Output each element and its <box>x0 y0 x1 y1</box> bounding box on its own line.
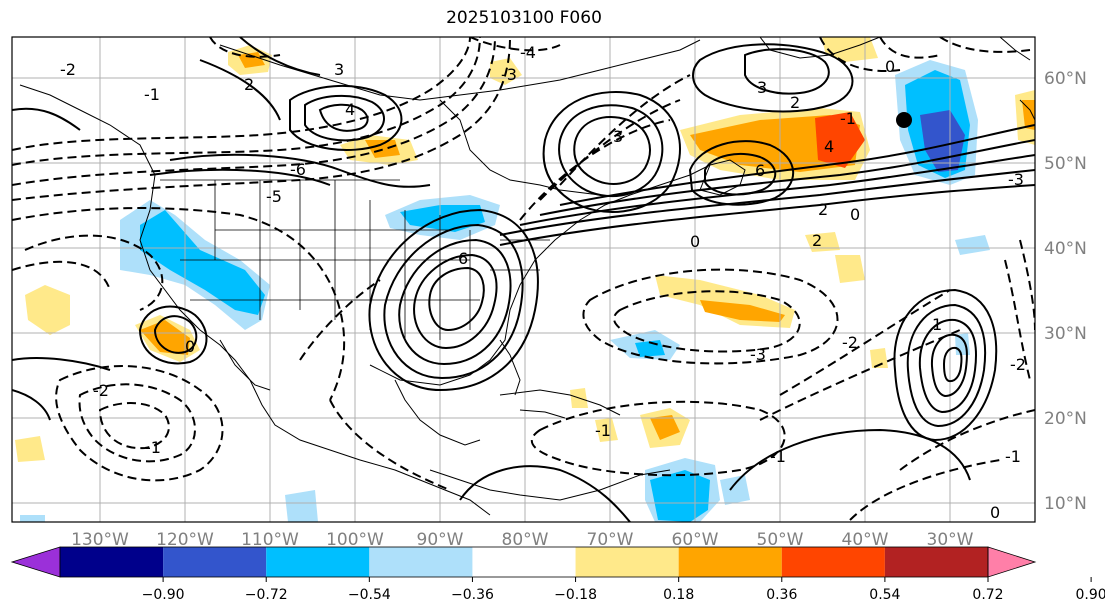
colorbar-tick-label: −0.36 <box>451 587 494 603</box>
contour-label: 6 <box>458 249 468 268</box>
gridlines <box>12 37 1035 522</box>
lon-label: 50°W <box>757 530 804 550</box>
contour-label: -2 <box>842 333 858 352</box>
contour-label: 3 <box>613 127 623 146</box>
contour-label: -2 <box>60 60 76 79</box>
contour-label: 2 <box>790 93 800 112</box>
colorbar-box <box>163 547 267 577</box>
colorbar-tick-label: 0.90 <box>1076 587 1105 603</box>
colorbar-box <box>266 547 370 577</box>
lon-label: 60°W <box>672 530 719 550</box>
colorbar-tick-label: −0.72 <box>245 587 288 603</box>
contour-label: -2 <box>93 381 109 400</box>
contour-label: 3 <box>334 60 344 79</box>
contour-label: 0 <box>885 57 895 76</box>
colorbar-extend-low <box>10 546 61 578</box>
dashed-contours <box>12 37 1035 521</box>
lon-label: 90°W <box>417 530 464 550</box>
solid-contours <box>12 37 1035 522</box>
map-frame <box>11 36 1036 523</box>
contour-label: 4 <box>345 100 355 119</box>
lon-label: 40°W <box>842 530 889 550</box>
colorbar-frame <box>59 546 989 578</box>
lat-label: 10°N <box>1044 494 1087 514</box>
colorbar-extend-high <box>987 546 1037 578</box>
colorbar: −0.90 −0.72 −0.54 −0.36 −0.18 0.18 0.36 0.54 0.7… <box>10 546 1105 603</box>
contour-label: 2 <box>818 200 828 219</box>
storm-center-marker <box>896 112 912 128</box>
colorbar-box <box>678 547 782 577</box>
contour-label: 2 <box>812 231 822 250</box>
map-area: 2 3 4 -3 -4 -2 -1 0 6 -6 3 4 2 -5 -1 -2 … <box>12 37 1035 522</box>
contour-label: -4 <box>520 43 536 62</box>
lon-label: 120°W <box>156 530 214 550</box>
colorbar-tick-label: −0.54 <box>348 587 391 603</box>
lon-label: 30°W <box>927 530 974 550</box>
map-title: 2025103100 F060 <box>446 8 602 28</box>
lat-label: 30°N <box>1044 324 1087 344</box>
contour-label: -1 <box>145 438 161 457</box>
contour-label: 0 <box>690 232 700 251</box>
colorbar-tick-label: 0.54 <box>869 587 900 603</box>
contour-label: 6 <box>755 161 765 180</box>
contour-label: 4 <box>824 137 834 156</box>
contour-label: -3 <box>1008 170 1024 189</box>
contour-label: -1 <box>144 85 160 104</box>
contour-label: -5 <box>266 187 282 206</box>
colorbar-tick-label: 0.72 <box>972 587 1003 603</box>
colorbar-tick-label: 0.18 <box>663 587 694 603</box>
contour-label: -1 <box>840 109 856 128</box>
latitude-labels: 60°N 50°N 40°N 30°N 20°N 10°N <box>1044 69 1087 514</box>
colorbar-box <box>369 547 473 577</box>
lon-label: 130°W <box>71 530 129 550</box>
colorbar-tick-label: −0.18 <box>554 587 597 603</box>
lon-label: 80°W <box>502 530 549 550</box>
colorbar-box <box>884 547 988 577</box>
longitude-labels: 130°W 120°W 110°W 100°W 90°W 80°W 70°W 6… <box>71 530 974 550</box>
contour-label: -1 <box>595 421 611 440</box>
contour-label: 3 <box>757 78 767 97</box>
lon-label: 70°W <box>587 530 634 550</box>
lon-label: 100°W <box>326 530 384 550</box>
contour-label: -1 <box>770 447 786 466</box>
colorbar-box <box>781 547 885 577</box>
shading-layer <box>15 37 1035 522</box>
colorbar-tick-label: −0.90 <box>142 587 185 603</box>
contour-label: -2 <box>1010 355 1026 374</box>
contour-label: -1 <box>1005 447 1021 466</box>
contour-label: 0 <box>990 503 1000 522</box>
colorbar-box <box>472 547 576 577</box>
contour-label: -3 <box>750 345 766 364</box>
contour-labels: 2 3 4 -3 -4 -2 -1 0 6 -6 3 4 2 -5 -1 -2 … <box>60 43 1026 522</box>
contour-label: -3 <box>501 65 517 84</box>
contour-label: -6 <box>290 160 306 179</box>
colorbar-box <box>60 547 164 577</box>
lon-label: 110°W <box>241 530 299 550</box>
colorbar-box <box>575 547 679 577</box>
contour-label: 0 <box>185 337 195 356</box>
lat-label: 40°N <box>1044 239 1087 259</box>
lat-label: 50°N <box>1044 154 1087 174</box>
lat-label: 20°N <box>1044 409 1087 429</box>
contour-label: 0 <box>850 205 860 224</box>
contour-label: 1 <box>932 315 942 334</box>
lat-label: 60°N <box>1044 69 1087 89</box>
contour-label: 2 <box>244 75 254 94</box>
colorbar-tick-label: 0.36 <box>766 587 797 603</box>
